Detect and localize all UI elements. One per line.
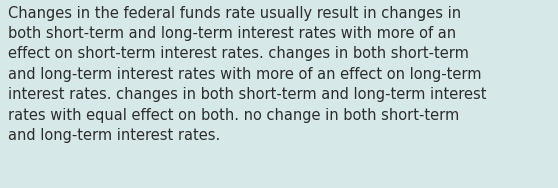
Text: Changes in the federal funds rate usually result in changes in
both short-term a: Changes in the federal funds rate usuall… — [8, 6, 487, 143]
